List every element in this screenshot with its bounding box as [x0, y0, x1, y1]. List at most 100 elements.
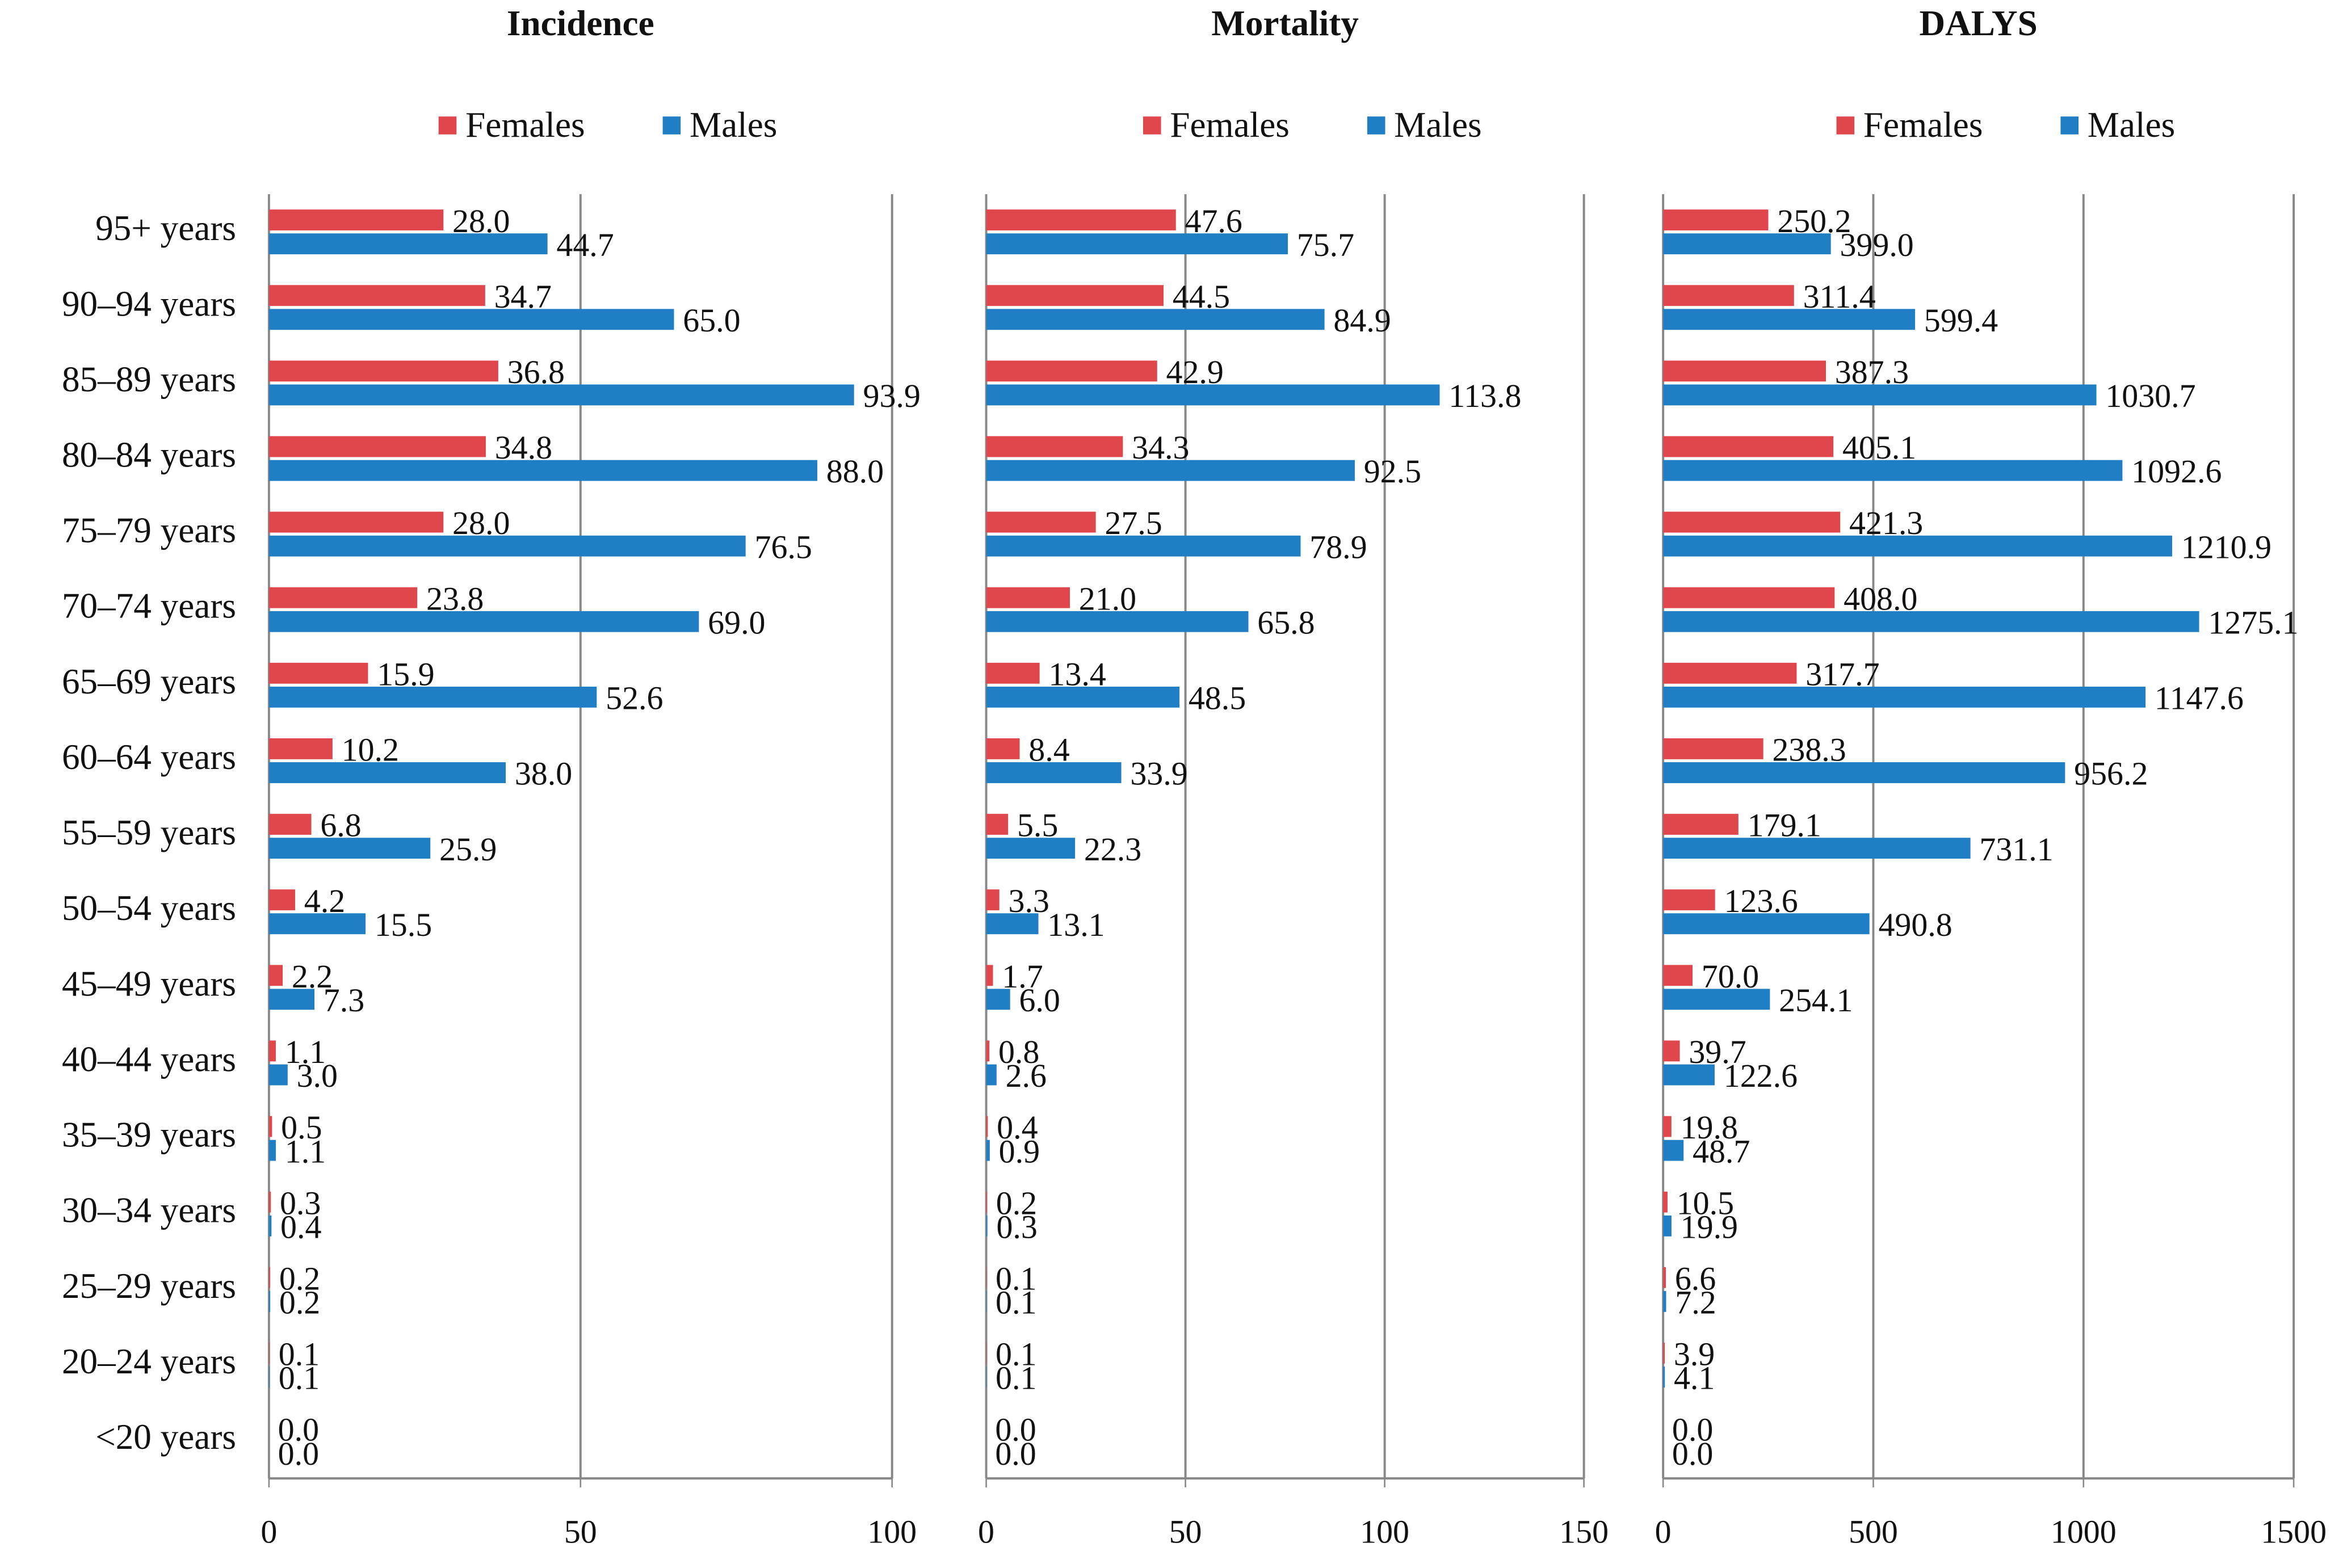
bar [1663, 460, 2123, 481]
category-label: 70–74 years [62, 586, 236, 626]
bar [268, 889, 295, 911]
bar [1663, 1342, 1665, 1364]
x-tick-label: 500 [1849, 1513, 1898, 1550]
bar [986, 762, 1122, 783]
legend-swatch [1143, 116, 1161, 134]
value-label: 93.9 [863, 377, 921, 414]
bar [1663, 436, 1834, 457]
bar [986, 1215, 988, 1237]
bar [986, 1290, 987, 1312]
bar [986, 965, 993, 986]
bar [268, 1290, 271, 1312]
chart-title: Mortality [1211, 3, 1359, 43]
value-label: 0.8 [998, 1033, 1039, 1070]
value-label: 0.1 [996, 1284, 1036, 1321]
bar [268, 1116, 272, 1137]
category-label: 50–54 years [62, 888, 236, 928]
bar [268, 285, 485, 306]
category-label: 35–39 years [62, 1115, 236, 1155]
bar [268, 233, 548, 255]
value-label: 2.6 [1006, 1057, 1047, 1094]
category-label: 30–34 years [62, 1191, 236, 1230]
bar [1663, 1191, 1668, 1213]
value-label: 250.2 [1777, 203, 1851, 239]
value-label: 76.5 [755, 528, 812, 565]
bar [1663, 814, 1739, 835]
value-label: 23.8 [426, 580, 484, 617]
value-label: 65.0 [683, 302, 740, 339]
bar [1663, 535, 2172, 557]
bar [1663, 1367, 1665, 1388]
value-label: 70.0 [1702, 958, 1759, 995]
value-label: 490.8 [1878, 906, 1952, 943]
value-label: 113.8 [1448, 377, 1521, 414]
bar [986, 360, 1157, 382]
x-tick-label: 100 [867, 1513, 917, 1550]
value-label: 6.0 [1019, 982, 1060, 1019]
value-label: 88.0 [826, 453, 884, 490]
value-label: 47.6 [1185, 203, 1242, 239]
value-label: 10.5 [1677, 1184, 1734, 1221]
value-label: 7.3 [324, 982, 364, 1019]
bar [986, 1342, 987, 1364]
value-label: 0.0 [995, 1435, 1036, 1472]
value-label: 25.9 [439, 831, 497, 868]
value-label: 6.6 [1675, 1260, 1716, 1297]
x-tick-label: 100 [1360, 1513, 1409, 1550]
value-label: 1030.7 [2105, 377, 2195, 414]
x-tick-label: 50 [564, 1513, 597, 1550]
value-label: 122.6 [1724, 1057, 1798, 1094]
bar [268, 738, 333, 759]
bar [1663, 889, 1715, 911]
value-label: 48.7 [1693, 1133, 1750, 1170]
bar [986, 309, 1325, 330]
bar [1663, 965, 1693, 986]
value-label: 0.5 [281, 1109, 322, 1146]
bar [268, 662, 368, 684]
bar [986, 1367, 987, 1388]
value-label: 123.6 [1724, 882, 1798, 919]
x-tick-label: 0 [261, 1513, 277, 1550]
value-label: 48.5 [1189, 680, 1246, 717]
legend-label: Females [465, 105, 585, 145]
bar [986, 384, 1440, 406]
value-label: 34.3 [1132, 429, 1189, 466]
value-label: 408.0 [1844, 580, 1917, 617]
bar [1663, 285, 1794, 306]
value-label: 0.0 [278, 1411, 319, 1448]
bar [1663, 309, 1916, 330]
bar [268, 209, 444, 231]
value-label: 22.3 [1084, 831, 1141, 868]
bar [268, 1267, 271, 1288]
value-label: 7.2 [1675, 1284, 1716, 1321]
value-label: 0.2 [279, 1260, 320, 1297]
bar [1663, 662, 1797, 684]
value-label: 399.0 [1840, 226, 1913, 263]
bar [986, 913, 1039, 935]
value-label: 78.9 [1309, 528, 1367, 565]
bar [1663, 838, 1971, 859]
category-label: 85–89 years [62, 359, 236, 399]
bar [986, 686, 1180, 708]
bar [986, 662, 1040, 684]
value-label: 3.9 [1674, 1336, 1715, 1373]
bar [986, 233, 1288, 255]
bar [268, 460, 817, 481]
value-label: 0.3 [996, 1208, 1037, 1245]
value-label: 0.0 [1672, 1435, 1713, 1472]
bar [986, 814, 1009, 835]
legend-swatch [2060, 116, 2079, 134]
legend-swatch [1367, 116, 1385, 134]
value-label: 13.4 [1048, 655, 1106, 692]
bar [268, 913, 366, 935]
value-label: 28.0 [452, 203, 510, 239]
value-label: 0.1 [279, 1336, 320, 1373]
value-label: 42.9 [1166, 354, 1224, 390]
value-label: 0.0 [995, 1411, 1036, 1448]
bar [986, 838, 1076, 859]
category-label: 55–59 years [62, 813, 236, 852]
bar [1663, 989, 1770, 1010]
legend-swatch [662, 116, 681, 134]
value-label: 1.1 [285, 1133, 326, 1170]
bar [986, 1140, 990, 1161]
